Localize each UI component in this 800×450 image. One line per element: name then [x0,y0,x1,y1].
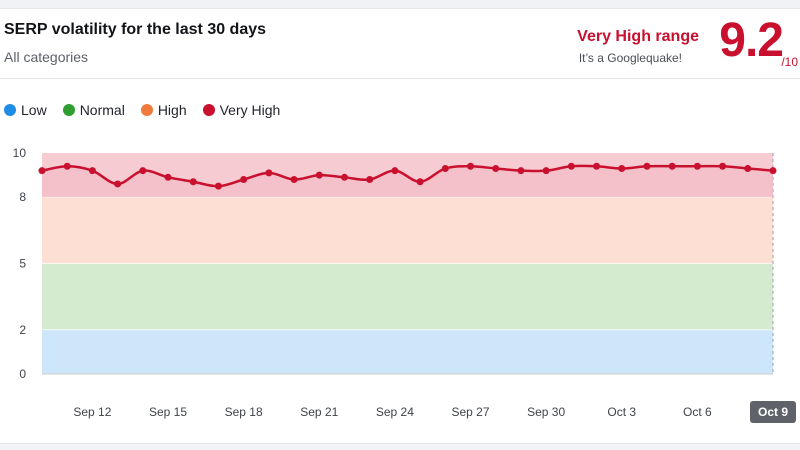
x-tick-label: Sep 12 [73,405,111,419]
data-point [164,173,172,181]
y-tick-label: 10 [13,146,27,160]
x-tick-label: Sep 27 [451,405,489,419]
x-tick-label: Sep 18 [225,405,263,419]
data-point [492,164,500,172]
legend-item-high[interactable]: High [140,102,187,118]
band-normal [42,263,773,330]
data-point [618,164,626,172]
chart-title: SERP volatility for the last 30 days [4,21,267,38]
x-tick-label: Sep 21 [300,405,338,419]
data-point [240,176,248,184]
y-tick-label: 5 [19,257,26,271]
data-point [693,162,701,170]
data-point [189,178,197,186]
range-description: It’s a Googlequake! [578,51,682,65]
data-point [668,162,676,170]
legend-label: Very High [219,102,281,118]
x-tick-label: Sep 15 [149,405,187,419]
range-label: Very High range [577,28,699,45]
legend-dot-icon [4,104,16,116]
data-point [567,162,575,170]
data-point [88,167,96,175]
legend-item-normal[interactable]: Normal [62,102,125,118]
data-point [769,167,777,175]
data-point [214,182,222,190]
y-tick-label: 2 [19,323,26,337]
data-point [744,164,752,172]
legend-label: High [157,102,187,118]
data-point [366,176,374,184]
y-tick-label: 8 [19,190,26,204]
y-tick-label: 0 [19,367,26,381]
data-point [467,162,475,170]
data-point [139,167,147,175]
data-point [63,162,71,170]
x-tick-label: Oct 9 [758,405,788,419]
data-point [542,167,550,175]
legend-dot-icon [62,104,75,116]
data-point [265,169,273,177]
data-point [391,167,399,175]
legend-item-low[interactable]: Low [4,102,47,118]
x-tick-label: Oct 6 [683,405,712,419]
band-high [42,197,773,264]
legend-dot-icon [140,104,153,116]
data-point [114,180,122,188]
data-point [38,167,46,175]
series-area [42,166,773,198]
data-point [290,176,298,184]
legend-dot-icon [202,104,215,116]
volatility-score: 9.2 [719,14,784,67]
score-max: /10 [781,55,798,69]
x-tick-badge [750,401,796,423]
data-point [517,167,525,175]
x-tick-label: Oct 3 [607,405,636,419]
legend-label: Normal [79,102,125,118]
card-header: SERP volatility for the last 30 days All… [0,9,800,79]
legend-item-very-high[interactable]: Very High [202,102,281,118]
data-point [643,162,651,170]
x-tick-label: Sep 30 [527,405,565,419]
chart-legend: Low Normal High Very High [4,102,280,118]
volatility-card: SERP volatility for the last 30 days All… [0,8,800,444]
data-point [593,162,601,170]
volatility-line-chart[interactable]: 0 2 5 8 10 Sep 12 Sep 15 Sep 18 Sep 21 Sep 24 Sep … [0,9,800,445]
band-low [42,329,773,374]
data-point [315,171,323,179]
x-tick-label: Sep 24 [376,405,414,419]
data-point [340,173,348,181]
data-point [416,178,424,186]
category-filter[interactable]: All categories [4,49,89,65]
data-point [441,164,449,172]
legend-label: Low [21,102,47,118]
data-point [719,162,727,170]
